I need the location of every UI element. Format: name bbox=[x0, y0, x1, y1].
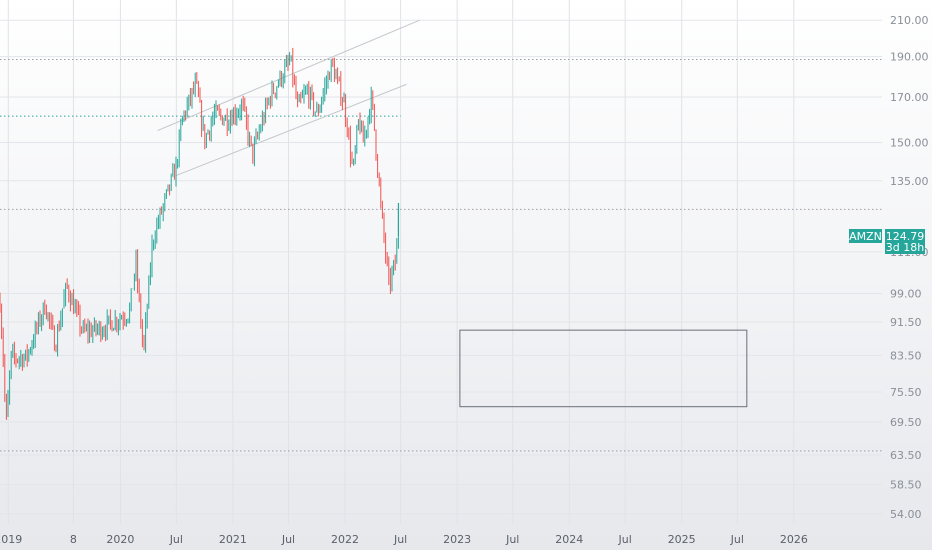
time-axis[interactable]: 2019 8 2020 Jul 2021 Jul 2022 Jul 2023 Jul 2024 Jul… bbox=[0, 533, 808, 546]
time-axis-tick-label: 2020 bbox=[106, 533, 134, 546]
price-tag: AMZN 124.79 3d 18h bbox=[849, 229, 925, 254]
time-axis-tick-label: Jul bbox=[393, 533, 407, 546]
time-axis-tick-label: 2023 bbox=[443, 533, 471, 546]
rectangle-drawing[interactable] bbox=[459, 329, 748, 408]
price-axis[interactable]: 210.00190.00170.00150.00135.00111.0099.0… bbox=[890, 14, 929, 521]
time-axis-tick-label: Jul bbox=[281, 533, 295, 546]
price-axis-tick-label: 83.50 bbox=[890, 349, 922, 362]
candlestick-series bbox=[0, 47, 400, 420]
time-axis-tick-label: 2021 bbox=[219, 533, 247, 546]
time-axis-tick-label: 2022 bbox=[331, 533, 359, 546]
price-axis-tick-label: 150.00 bbox=[890, 136, 929, 149]
time-axis-tick-label: Jul bbox=[730, 533, 744, 546]
price-axis-tick-label: 69.50 bbox=[890, 416, 922, 429]
last-price-tag bbox=[885, 229, 925, 254]
trend-line[interactable] bbox=[176, 83, 407, 176]
symbol-tag-label: AMZN bbox=[849, 230, 882, 243]
price-axis-tick-label: 170.00 bbox=[890, 91, 929, 104]
time-axis-tick-label: 2026 bbox=[780, 533, 808, 546]
price-axis-tick-label: 75.50 bbox=[890, 386, 922, 399]
time-axis-tick-label: 8 bbox=[70, 533, 77, 546]
time-axis-tick-label: 2025 bbox=[668, 533, 696, 546]
price-axis-tick-label: 91.50 bbox=[890, 316, 922, 329]
time-axis-tick-label: 2019 bbox=[0, 533, 22, 546]
time-axis-tick-label: Jul bbox=[618, 533, 632, 546]
symbol-tag bbox=[849, 229, 882, 243]
time-axis-tick-label: Jul bbox=[169, 533, 183, 546]
price-axis-tick-label: 135.00 bbox=[890, 175, 929, 188]
price-axis-tick-label: 54.00 bbox=[890, 508, 922, 521]
horizontal-levels[interactable] bbox=[0, 58, 882, 452]
grid-lines bbox=[0, 0, 882, 524]
last-price-label: 124.79 bbox=[886, 230, 925, 243]
price-axis-tick-label: 190.00 bbox=[890, 51, 929, 64]
bar-countdown-label: 3d 18h bbox=[886, 241, 924, 254]
time-axis-tick-label: Jul bbox=[505, 533, 519, 546]
price-axis-tick-label: 58.50 bbox=[890, 479, 922, 492]
rectangle-shape[interactable] bbox=[459, 329, 748, 408]
price-axis-tick-label: 99.00 bbox=[890, 287, 922, 300]
price-axis-tick-label: 63.50 bbox=[890, 449, 922, 462]
time-axis-tick-label: 2024 bbox=[555, 533, 583, 546]
price-axis-tick-label: 210.00 bbox=[890, 14, 929, 27]
